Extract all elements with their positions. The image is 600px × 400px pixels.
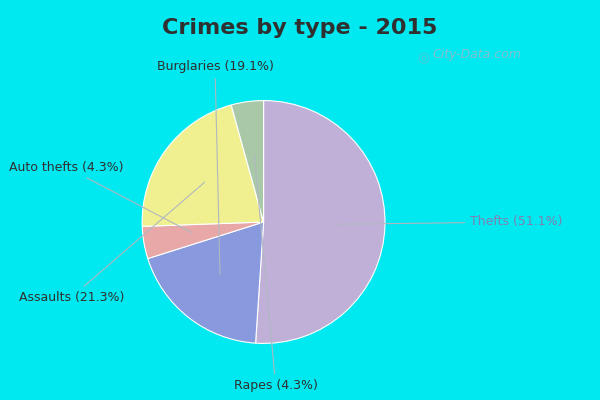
Wedge shape <box>142 105 263 226</box>
Text: Thefts (51.1%): Thefts (51.1%) <box>337 216 563 228</box>
Wedge shape <box>256 100 385 344</box>
Wedge shape <box>231 100 263 222</box>
Wedge shape <box>148 222 263 343</box>
Text: Rapes (4.3%): Rapes (4.3%) <box>234 155 317 392</box>
Text: City-Data.com: City-Data.com <box>432 48 521 61</box>
Text: Burglaries (19.1%): Burglaries (19.1%) <box>157 60 274 275</box>
Text: ◎: ◎ <box>417 50 429 64</box>
Text: Assaults (21.3%): Assaults (21.3%) <box>19 182 205 304</box>
Text: Crimes by type - 2015: Crimes by type - 2015 <box>163 18 437 38</box>
Text: Auto thefts (4.3%): Auto thefts (4.3%) <box>10 161 192 233</box>
Wedge shape <box>142 222 263 258</box>
